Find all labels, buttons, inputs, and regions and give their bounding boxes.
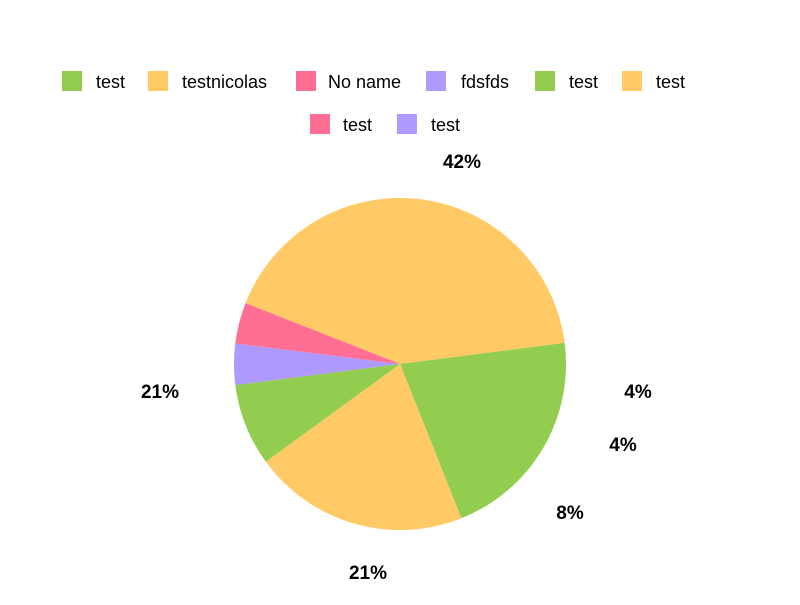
legend-label: test	[96, 72, 125, 92]
legend-swatch	[426, 71, 446, 91]
data-label: 42%	[443, 152, 481, 173]
legend-swatch	[296, 71, 316, 91]
pie-slice	[400, 342, 566, 519]
pie-slice	[235, 303, 400, 364]
legend-swatch	[62, 71, 82, 91]
legend-swatch	[397, 114, 417, 134]
legend-label: test	[343, 115, 372, 135]
legend-swatch	[148, 71, 168, 91]
data-label: 21%	[349, 563, 387, 584]
legend-label: testnicolas	[182, 72, 267, 92]
legend-label: fdsfds	[461, 72, 509, 92]
pie-slices	[234, 198, 566, 531]
pie-slice	[265, 364, 462, 531]
legend-swatch	[622, 71, 642, 91]
legend-swatch	[535, 71, 555, 91]
legend: test testnicolas No name fdsfds test test test…	[62, 71, 685, 135]
legend-label: No name	[328, 72, 401, 92]
pie-slice	[235, 364, 400, 462]
legend-label: test	[431, 115, 460, 135]
legend-label: test	[569, 72, 598, 92]
data-label: 4%	[609, 435, 637, 456]
legend-swatch	[310, 114, 330, 134]
data-label: 4%	[624, 382, 652, 403]
pie-slice	[234, 343, 400, 386]
data-labels: 42% 21% 21% 8% 4% 4%	[141, 152, 652, 584]
pie-slice	[245, 198, 565, 364]
data-label: 21%	[141, 382, 179, 403]
data-label: 8%	[556, 503, 584, 524]
legend-label: test	[656, 72, 685, 92]
